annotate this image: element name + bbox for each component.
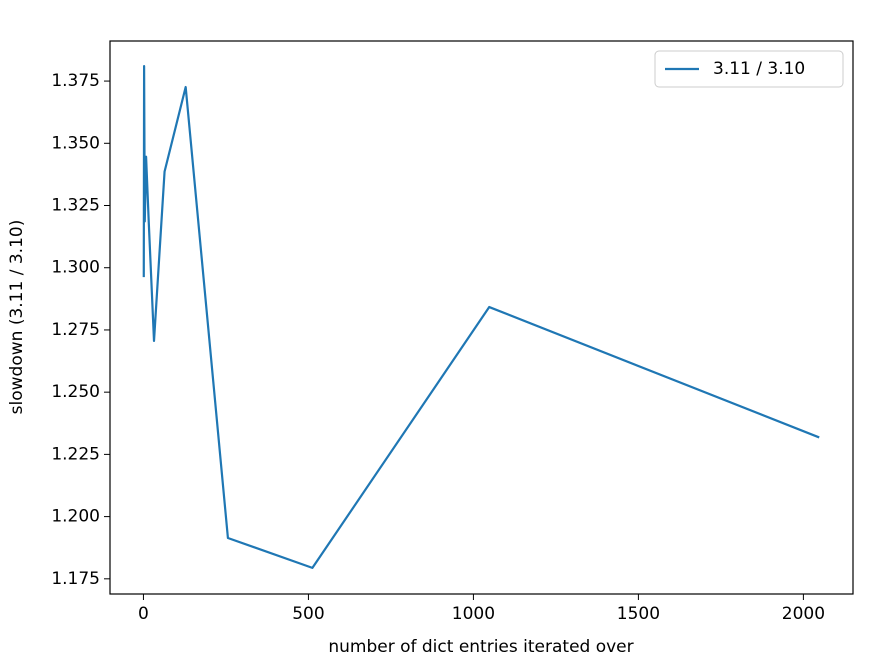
x-tick-label: 2000: [782, 604, 825, 624]
y-tick-label: 1.300: [51, 258, 100, 278]
x-tick-label: 1000: [452, 604, 495, 624]
x-tick-label: 1500: [617, 604, 660, 624]
y-tick-label: 1.275: [51, 320, 100, 340]
y-tick-label: 1.225: [51, 444, 100, 464]
legend-box: [654, 50, 844, 88]
y-tick-label: 1.250: [51, 382, 100, 402]
y-tick-label: 1.200: [51, 507, 100, 527]
y-tick-label: 1.375: [51, 71, 100, 91]
x-tick-label: 500: [292, 604, 324, 624]
y-tick-label: 1.175: [51, 569, 100, 589]
plot-frame: [109, 40, 854, 595]
y-tick-label: 1.325: [51, 196, 100, 216]
line-series: [142, 65, 820, 569]
legend-label: 3.11 / 3.10: [713, 59, 805, 79]
x-axis-label: number of dict entries iterated over: [328, 637, 633, 657]
y-axis-label: slowdown (3.11 / 3.10): [7, 220, 27, 415]
y-tick-label: 1.350: [51, 133, 100, 153]
x-tick-label: 0: [138, 604, 149, 624]
